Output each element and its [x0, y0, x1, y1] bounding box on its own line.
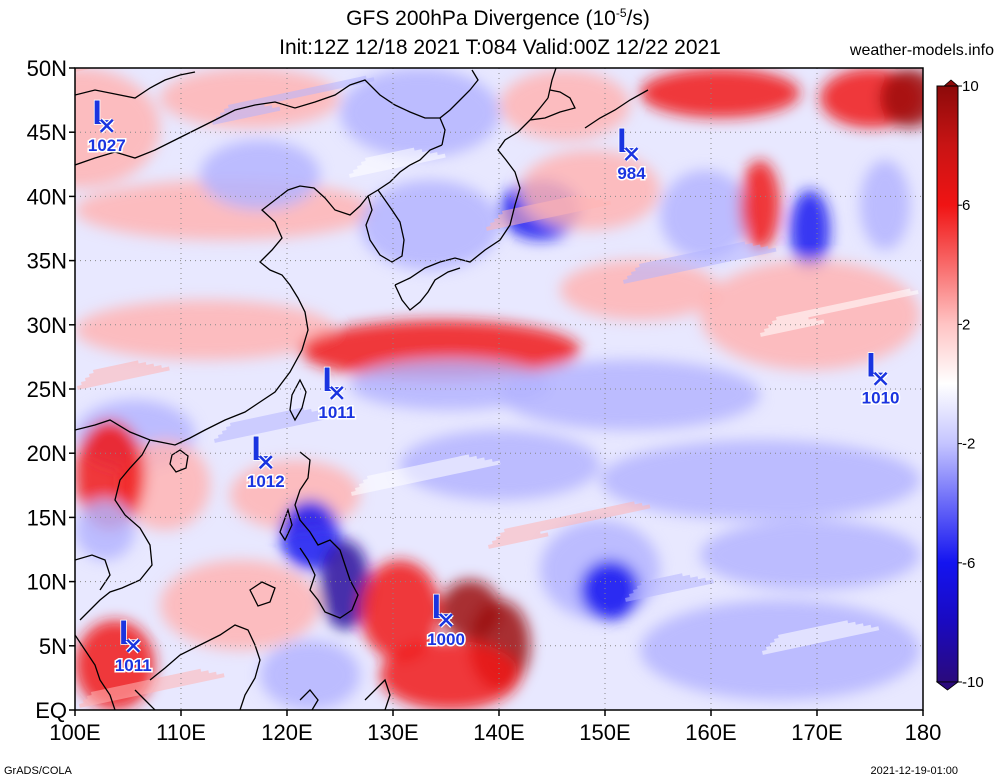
colorbar-label: -6 — [962, 555, 975, 572]
lon-tick-label: 110E — [156, 720, 206, 745]
lat-tick-label: 35N — [27, 249, 67, 274]
low-pressure-value: 1000 — [427, 630, 465, 649]
colorbar-label: 6 — [962, 197, 970, 214]
colorbar-top-arrow — [942, 79, 960, 87]
lat-tick-label: 5N — [39, 634, 67, 659]
low-pressure-value: 1011 — [115, 656, 152, 675]
lat-tick-label: 50N — [27, 56, 67, 81]
lon-tick-label: 160E — [685, 720, 736, 745]
colorbar-label: -2 — [962, 436, 975, 453]
latitude-ticks: EQ 5N 10N 15N 20N 25N 30N 35N 40N 45N 50N — [27, 56, 75, 723]
lon-tick-label: 170E — [791, 720, 842, 745]
low-pressure-value: 984 — [617, 164, 646, 183]
software-credit: GrADS/COLA — [4, 765, 72, 777]
low-pressure-value: 1010 — [862, 389, 900, 408]
chart-title: GFS 200hPa Divergence (10-5/s) — [0, 6, 998, 31]
colorbar-label: 10 — [962, 78, 979, 95]
lon-tick-label: 150E — [579, 720, 630, 745]
lat-tick-label: 40N — [27, 184, 67, 209]
colorbar-label: 2 — [962, 316, 970, 333]
lon-tick-label: 130E — [367, 720, 418, 745]
longitude-ticks: 100E 110E 120E 130E 140E 150E 160E 170E 180 — [49, 710, 941, 745]
lon-tick-label: 180 — [905, 720, 942, 745]
lat-tick-label: 25N — [27, 377, 67, 402]
colorbar: 10 6 2 -2 -6 -10 — [935, 78, 984, 691]
site-credit: weather-models.info — [849, 42, 994, 59]
coastlines — [75, 68, 649, 710]
lon-tick-label: 100E — [49, 720, 100, 745]
low-center-x — [624, 147, 639, 161]
generated-timestamp: 2021-12-19-01:00 — [870, 765, 958, 777]
map-grid — [75, 68, 923, 710]
low-center-x — [329, 385, 344, 400]
divergence-field — [75, 68, 923, 710]
lat-tick-label: 20N — [27, 441, 67, 466]
lat-tick-label: 10N — [27, 570, 67, 595]
lon-tick-label: 140E — [473, 720, 524, 745]
colorbar-bar — [936, 85, 959, 683]
low-center-x — [439, 613, 453, 628]
low-center-x — [99, 118, 114, 133]
colorbar-bottom-arrow — [935, 681, 960, 691]
chart-subtitle: Init:12Z 12/18 2021 T:084 Valid:00Z 12/2… — [279, 36, 721, 59]
low-pressure-value: 1027 — [88, 136, 126, 155]
low-center-x — [258, 455, 273, 470]
title-text: GFS 200hPa Divergence (10 — [346, 7, 616, 30]
lat-tick-label: 30N — [27, 313, 67, 338]
low-pressure-value: 1011 — [318, 403, 355, 422]
lat-tick-label: 45N — [27, 120, 67, 145]
lat-tick-label: 15N — [27, 505, 67, 530]
low-pressure-value: 1012 — [247, 472, 285, 491]
lon-tick-label: 120E — [261, 720, 312, 745]
low-center-x — [873, 371, 888, 386]
colorbar-label: -10 — [962, 674, 984, 691]
title-exponent: -5 — [615, 6, 627, 20]
lat-tick-label: EQ — [35, 698, 67, 723]
low-center-x — [126, 638, 141, 653]
title-unit: /s) — [626, 7, 650, 30]
